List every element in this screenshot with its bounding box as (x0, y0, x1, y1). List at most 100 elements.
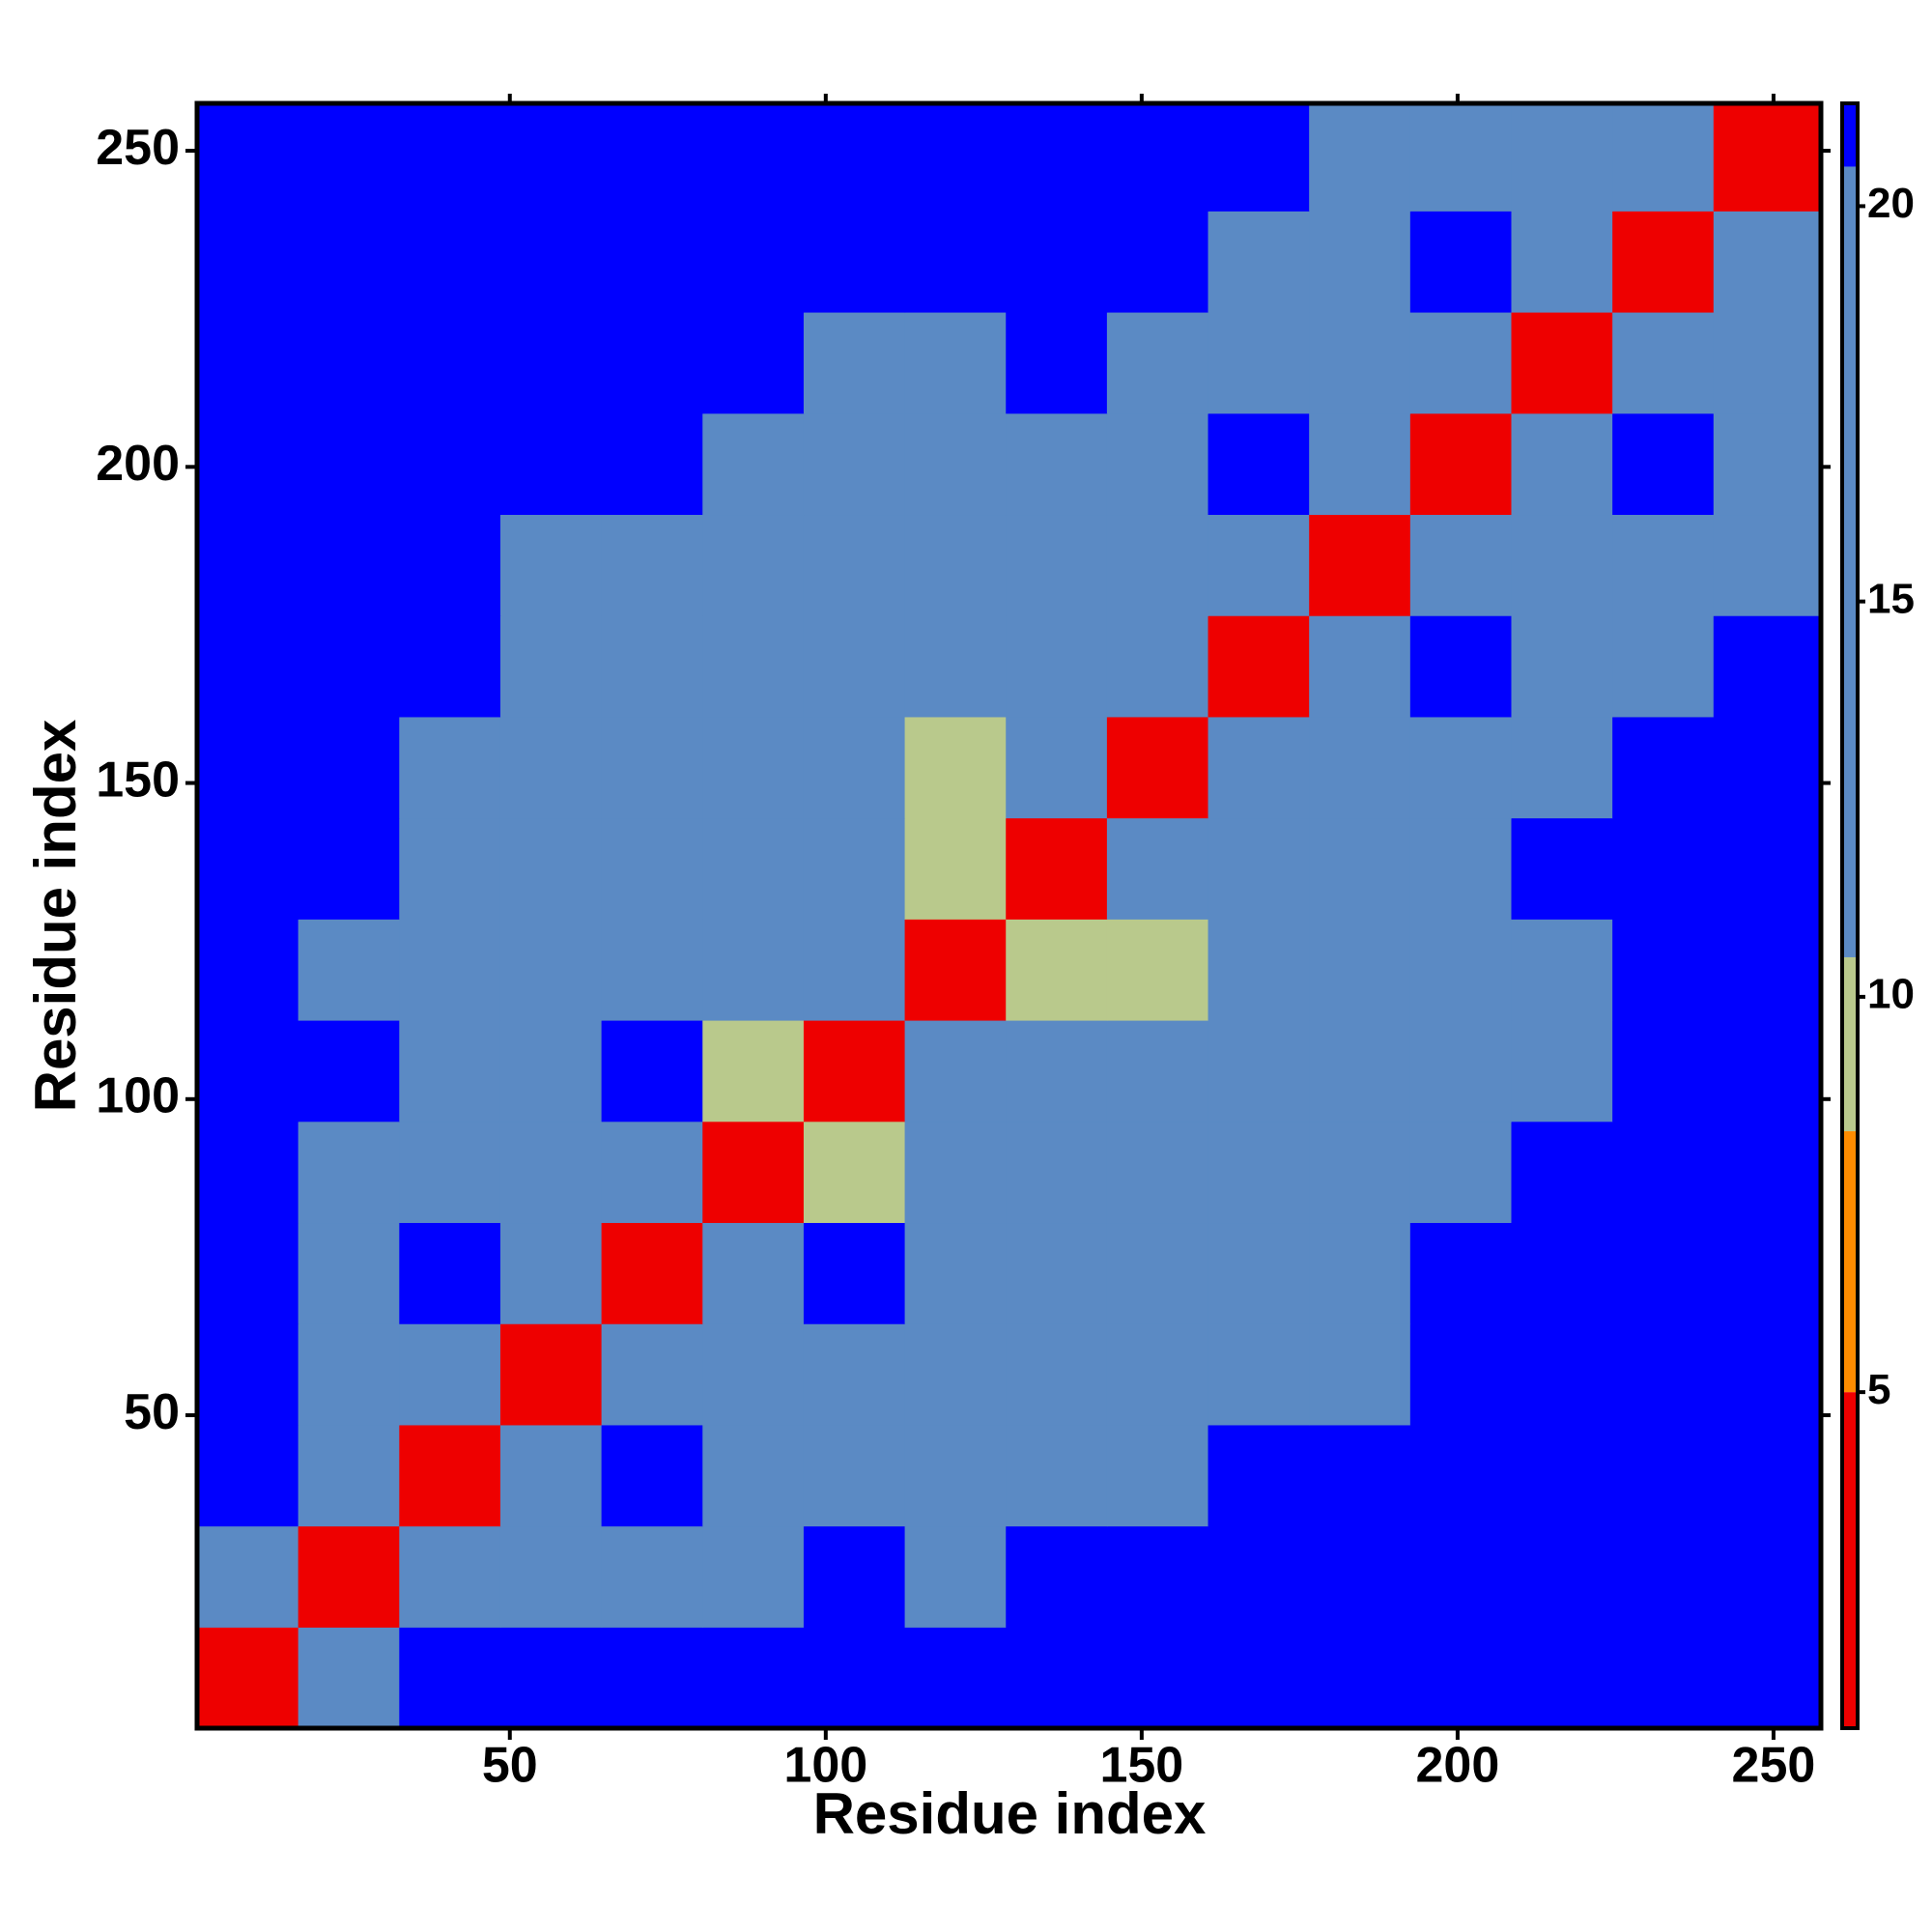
heatmap-cell (499, 1525, 603, 1628)
heatmap-cell (803, 817, 906, 920)
heatmap-cell (1006, 1627, 1108, 1729)
heatmap-cell (803, 412, 906, 516)
heatmap-cell (1208, 103, 1310, 212)
heatmap-cell (197, 1019, 299, 1122)
colorbar-tick-label: 5 (1867, 1366, 1890, 1413)
heatmap-cell (1409, 103, 1513, 212)
heatmap-cell (702, 919, 805, 1021)
heatmap-cell (298, 919, 400, 1021)
heatmap-cell (399, 311, 501, 414)
heatmap-cell (1106, 1424, 1209, 1527)
heatmap-cell (1713, 412, 1822, 516)
heatmap-cell (1612, 817, 1715, 920)
heatmap-cell (399, 716, 501, 819)
x-tick-label: 50 (482, 1738, 538, 1794)
heatmap-cell (904, 103, 1007, 212)
heatmap-cell (1511, 514, 1613, 616)
heatmap-cell (904, 311, 1007, 414)
x-tick-label: 100 (783, 1738, 867, 1794)
heatmap-cell (298, 412, 400, 516)
heatmap-cell (298, 1323, 400, 1426)
heatmap-cell (601, 1222, 703, 1324)
heatmap-cell (1309, 1222, 1411, 1324)
heatmap-cell (1713, 615, 1822, 718)
heatmap-cell (904, 716, 1007, 819)
heatmap-cell (1713, 103, 1822, 212)
heatmap-cell (1409, 311, 1513, 414)
heatmap-cell (803, 1019, 906, 1122)
heatmap-cell (702, 817, 805, 920)
heatmap-cell (499, 919, 603, 1021)
heatmap-cell (1511, 1323, 1613, 1426)
heatmap-cell (399, 817, 501, 920)
heatmap-cell (601, 514, 703, 616)
heatmap-cell (1309, 817, 1411, 920)
heatmap-cell (298, 1627, 400, 1729)
heatmap-cell (399, 1525, 501, 1628)
heatmap-cell (702, 211, 805, 313)
heatmap-cell (601, 817, 703, 920)
heatmap-cell (1006, 615, 1108, 718)
heatmap-cell (1612, 514, 1715, 616)
heatmap-cell (904, 817, 1007, 920)
heatmap-cell (803, 1222, 906, 1324)
heatmap-cell (904, 919, 1007, 1021)
heatmap-cell (1409, 919, 1513, 1021)
colorbar-band (1842, 1392, 1858, 1728)
heatmap-cell (803, 1121, 906, 1224)
heatmap-cell (1006, 1019, 1108, 1122)
heatmap-cell (1208, 514, 1310, 616)
heatmap-cell (1208, 716, 1310, 819)
heatmap-cell (1713, 211, 1822, 313)
heatmap-cell (197, 615, 299, 718)
heatmap-cell (1409, 615, 1513, 718)
heatmap-cell (298, 1525, 400, 1628)
heatmap-cell (499, 103, 603, 212)
heatmap-cell (803, 211, 906, 313)
heatmap-cell (1208, 412, 1310, 516)
heatmap-cell (601, 311, 703, 414)
heatmap-cell (803, 1323, 906, 1426)
heatmap-cell (803, 615, 906, 718)
heatmap-cell (1006, 817, 1108, 920)
heatmap-cell (1208, 615, 1310, 718)
heatmap-cell (1713, 1222, 1822, 1324)
heatmap-cell (1106, 1121, 1209, 1224)
heatmap-cell (702, 1019, 805, 1122)
heatmap-cell (803, 716, 906, 819)
heatmap-cell (702, 716, 805, 819)
heatmap-cell (1208, 817, 1310, 920)
heatmap-cell (1006, 1525, 1108, 1628)
heatmap-cell (803, 1525, 906, 1628)
heatmap-cell (904, 1222, 1007, 1324)
heatmap-cell (399, 1424, 501, 1527)
heatmap-cell (904, 1121, 1007, 1224)
heatmap-cell (1006, 1424, 1108, 1527)
heatmap-cell (1511, 919, 1613, 1021)
heatmap-cell (1208, 1525, 1310, 1628)
heatmap-cell (702, 412, 805, 516)
heatmap-cell (399, 615, 501, 718)
heatmap-cell (803, 103, 906, 212)
heatmap-cell (298, 103, 400, 212)
heatmap-cell (1511, 311, 1613, 414)
heatmap-cell (1106, 211, 1209, 313)
heatmap-cell (601, 211, 703, 313)
heatmap-cell (904, 615, 1007, 718)
heatmap-cell (1309, 716, 1411, 819)
heatmap-cell (499, 817, 603, 920)
heatmap-cell (1208, 1424, 1310, 1527)
heatmap-cell (298, 1222, 400, 1324)
heatmap (197, 103, 1822, 1729)
heatmap-cell (702, 1424, 805, 1527)
heatmap-cell (1006, 412, 1108, 516)
colorbar-band (1842, 1131, 1858, 1393)
heatmap-cell (1511, 1121, 1613, 1224)
heatmap-cell (1511, 817, 1613, 920)
heatmap-cell (1511, 615, 1613, 718)
heatmap-cell (1106, 412, 1209, 516)
heatmap-cell (1409, 716, 1513, 819)
heatmap-cell (1106, 103, 1209, 212)
heatmap-cell (1006, 514, 1108, 616)
heatmap-cell (601, 1019, 703, 1122)
